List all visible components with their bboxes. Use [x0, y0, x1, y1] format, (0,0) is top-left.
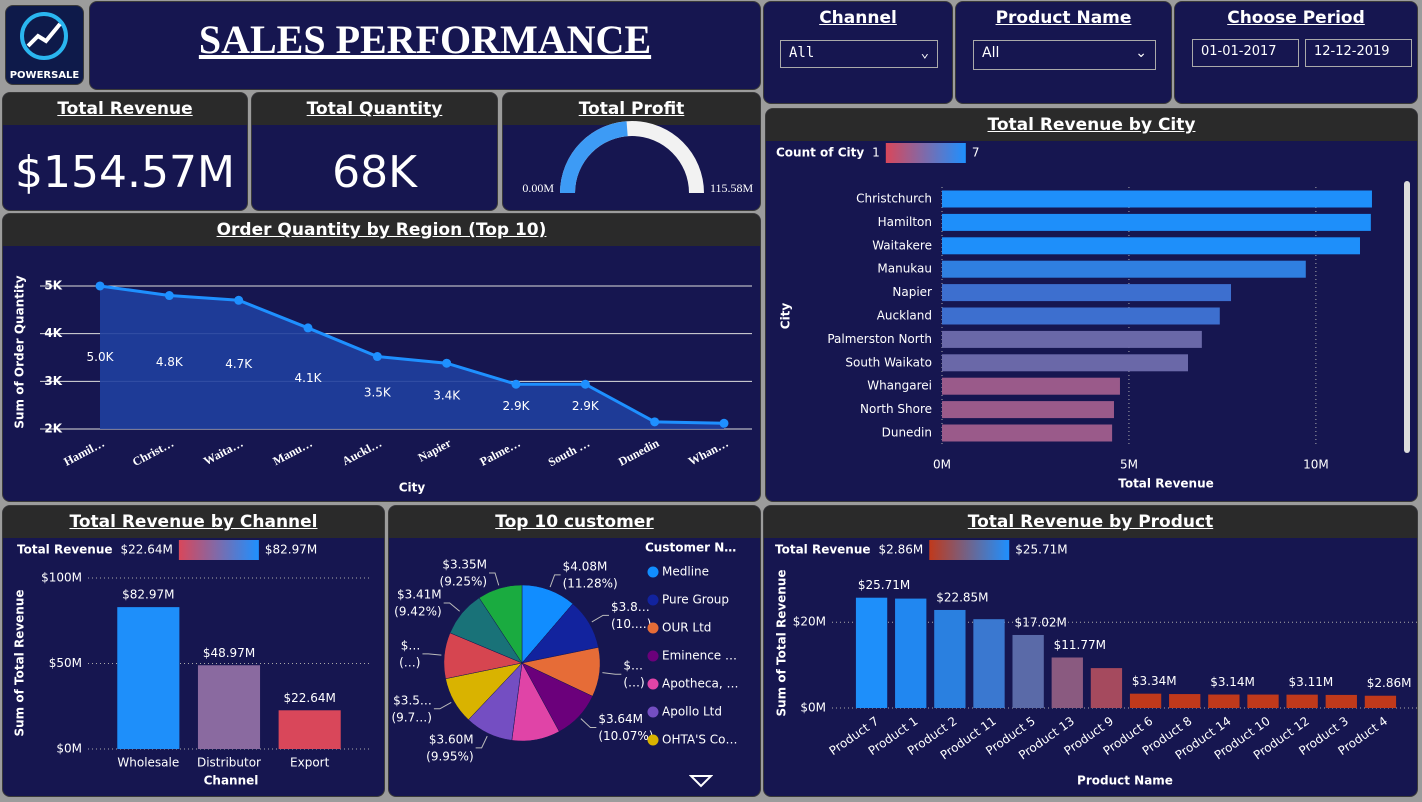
chart-title: Total Revenue by Channel: [3, 506, 384, 538]
filter-label: Choose Period: [1175, 2, 1417, 34]
line-panel: Order Quantity by Region (Top 10): [2, 213, 761, 502]
filter-label: Channel: [764, 2, 952, 34]
chart-title: Total Revenue by Product: [764, 506, 1417, 538]
kpi-card: Total Quantity 68K: [251, 92, 498, 211]
date-value: 12-12-2019: [1314, 44, 1390, 59]
product-panel: Total Revenue by Product: [763, 505, 1418, 797]
chart-title: Order Quantity by Region (Top 10): [3, 214, 760, 246]
gauge-panel: Total Profit: [502, 92, 761, 211]
dropdown[interactable]: All ⌄: [973, 40, 1156, 70]
logo-icon: [20, 12, 68, 60]
filter-label: Product Name: [956, 2, 1171, 34]
chart-title: Total Profit: [503, 93, 760, 125]
filter-product: Product Name All ⌄: [955, 1, 1172, 104]
dropdown-value: All: [789, 45, 815, 61]
date-end[interactable]: 12-12-2019: [1305, 39, 1412, 67]
date-value: 01-01-2017: [1201, 44, 1277, 59]
page-title: SALES PERFORMANCE: [198, 17, 652, 62]
kpi-title: Total Quantity: [252, 93, 497, 125]
chart-title: Total Revenue by City: [766, 109, 1417, 141]
filter-channel: Channel All ⌄: [763, 1, 953, 104]
kpi-card: Total Revenue $154.57M: [2, 92, 248, 211]
scrollbar[interactable]: [1404, 181, 1410, 453]
kpi-value: 68K: [332, 147, 417, 198]
scroll-arrow[interactable]: [689, 774, 713, 788]
dropdown[interactable]: All ⌄: [780, 40, 938, 68]
logo: POWERSALE: [5, 5, 84, 85]
title-panel: SALES PERFORMANCE: [89, 1, 761, 90]
channel-panel: Total Revenue by Channel: [2, 505, 385, 797]
filter-period: Choose Period 01-01-2017 12-12-2019: [1174, 1, 1418, 104]
chart-title: Top 10 customer: [389, 506, 760, 538]
city-panel: Total Revenue by City: [765, 108, 1418, 502]
pie-panel: Top 10 customer: [388, 505, 761, 797]
dropdown-value: All: [982, 45, 1000, 61]
date-start[interactable]: 01-01-2017: [1192, 39, 1299, 67]
logo-text: POWERSALE: [9, 70, 80, 81]
kpi-value: $154.57M: [15, 147, 235, 198]
kpi-title: Total Revenue: [3, 93, 247, 125]
